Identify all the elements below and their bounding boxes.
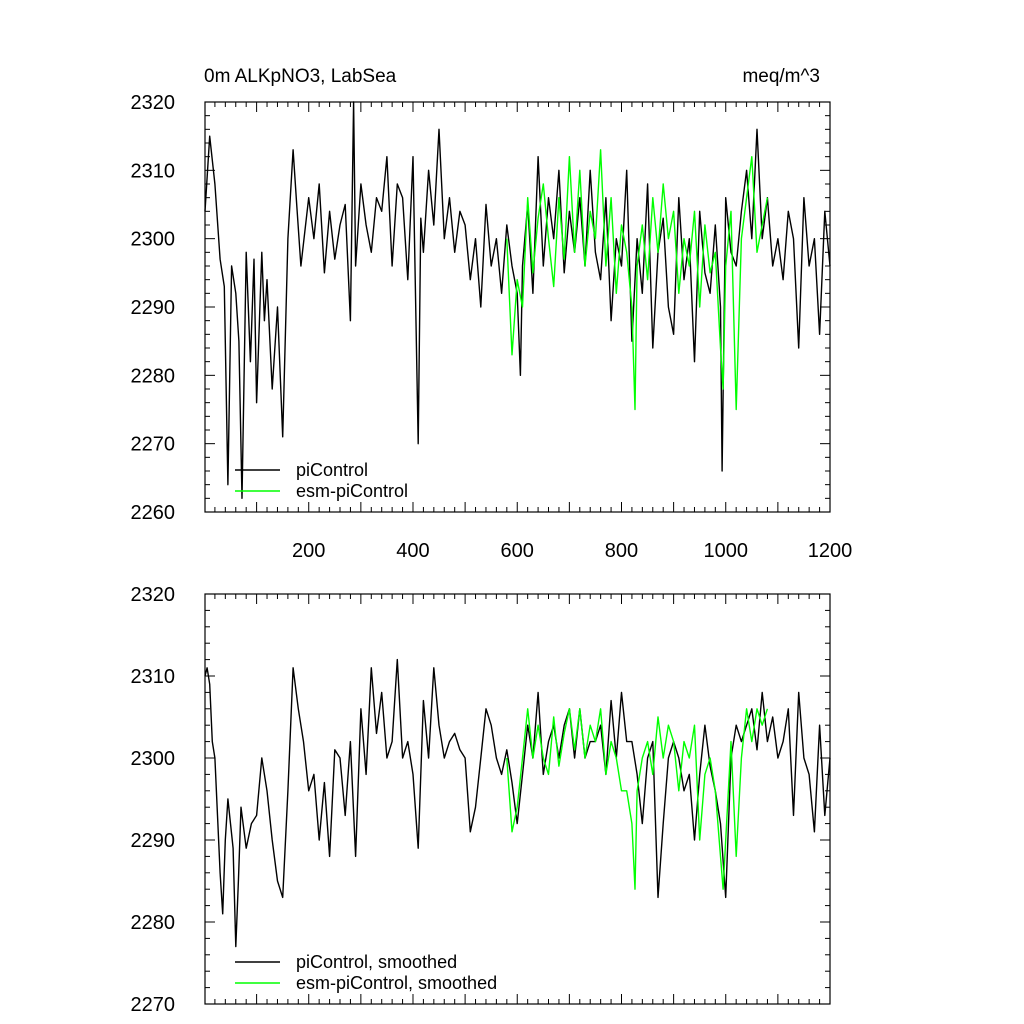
- top-series-line-picontrol: [204, 101, 831, 499]
- top-y-tick-labels: 2260 2270 2280 2290 2300 2310 2320: [131, 92, 176, 524]
- bottom-y-tick-label: 2320: [131, 584, 176, 606]
- top-y-tick-label: 2280: [131, 365, 176, 387]
- top-x-tick-label: 800: [605, 540, 638, 562]
- top-y-tick-label: 2310: [131, 160, 176, 182]
- bottom-series-line-esm-picontrol: [506, 708, 769, 890]
- top-series-line-esm-picontrol: [506, 149, 769, 411]
- bottom-y-tick-label: 2300: [131, 748, 176, 770]
- legend-label-esm-picontrol: esm-piControl: [296, 481, 408, 501]
- bottom-series-group: [204, 658, 831, 948]
- top-x-tick-label: 200: [292, 540, 325, 562]
- bottom-legend: piControl, smoothed esm-piControl, smoot…: [235, 952, 497, 993]
- legend-label-esm-picontrol-smoothed: esm-piControl, smoothed: [296, 973, 497, 993]
- bottom-series-line-picontrol: [204, 658, 831, 948]
- top-plot-frame: [204, 101, 831, 513]
- top-legend: piControl esm-piControl: [235, 460, 408, 501]
- top-y-tick-label: 2320: [131, 92, 176, 114]
- top-series-group: [204, 101, 831, 499]
- top-x-tick-label: 1200: [808, 540, 853, 562]
- bottom-plot-frame: [204, 593, 831, 1005]
- bottom-panel: 2270 2280 2290 2300 2310 2320 piControl, smoo…: [131, 584, 831, 1016]
- top-x-tick-label: 400: [396, 540, 429, 562]
- bottom-y-tick-label: 2270: [131, 994, 176, 1016]
- bottom-y-tick-labels: 2270 2280 2290 2300 2310 2320: [131, 584, 176, 1016]
- chart-units: meq/m^3: [742, 66, 820, 87]
- bottom-axes-group: [205, 593, 831, 1005]
- bottom-y-tick-label: 2280: [131, 912, 176, 934]
- legend-label-picontrol-smoothed: piControl, smoothed: [296, 952, 457, 972]
- top-x-tick-label: 600: [501, 540, 534, 562]
- top-y-tick-label: 2300: [131, 229, 176, 251]
- top-panel: 0m ALKpNO3, LabSea meq/m^3 2260227022802…: [131, 66, 853, 562]
- top-x-tick-labels: 200 400 600 800 1000 1200: [292, 540, 852, 562]
- chart-title: 0m ALKpNO3, LabSea: [204, 66, 397, 87]
- top-x-tick-label: 1000: [703, 540, 748, 562]
- legend-label-picontrol: piControl: [296, 460, 368, 480]
- top-y-tick-label: 2260: [131, 502, 176, 524]
- bottom-y-tick-label: 2310: [131, 666, 176, 688]
- top-y-tick-label: 2290: [131, 297, 176, 319]
- top-y-tick-label: 2270: [131, 434, 176, 456]
- bottom-y-tick-label: 2290: [131, 830, 176, 852]
